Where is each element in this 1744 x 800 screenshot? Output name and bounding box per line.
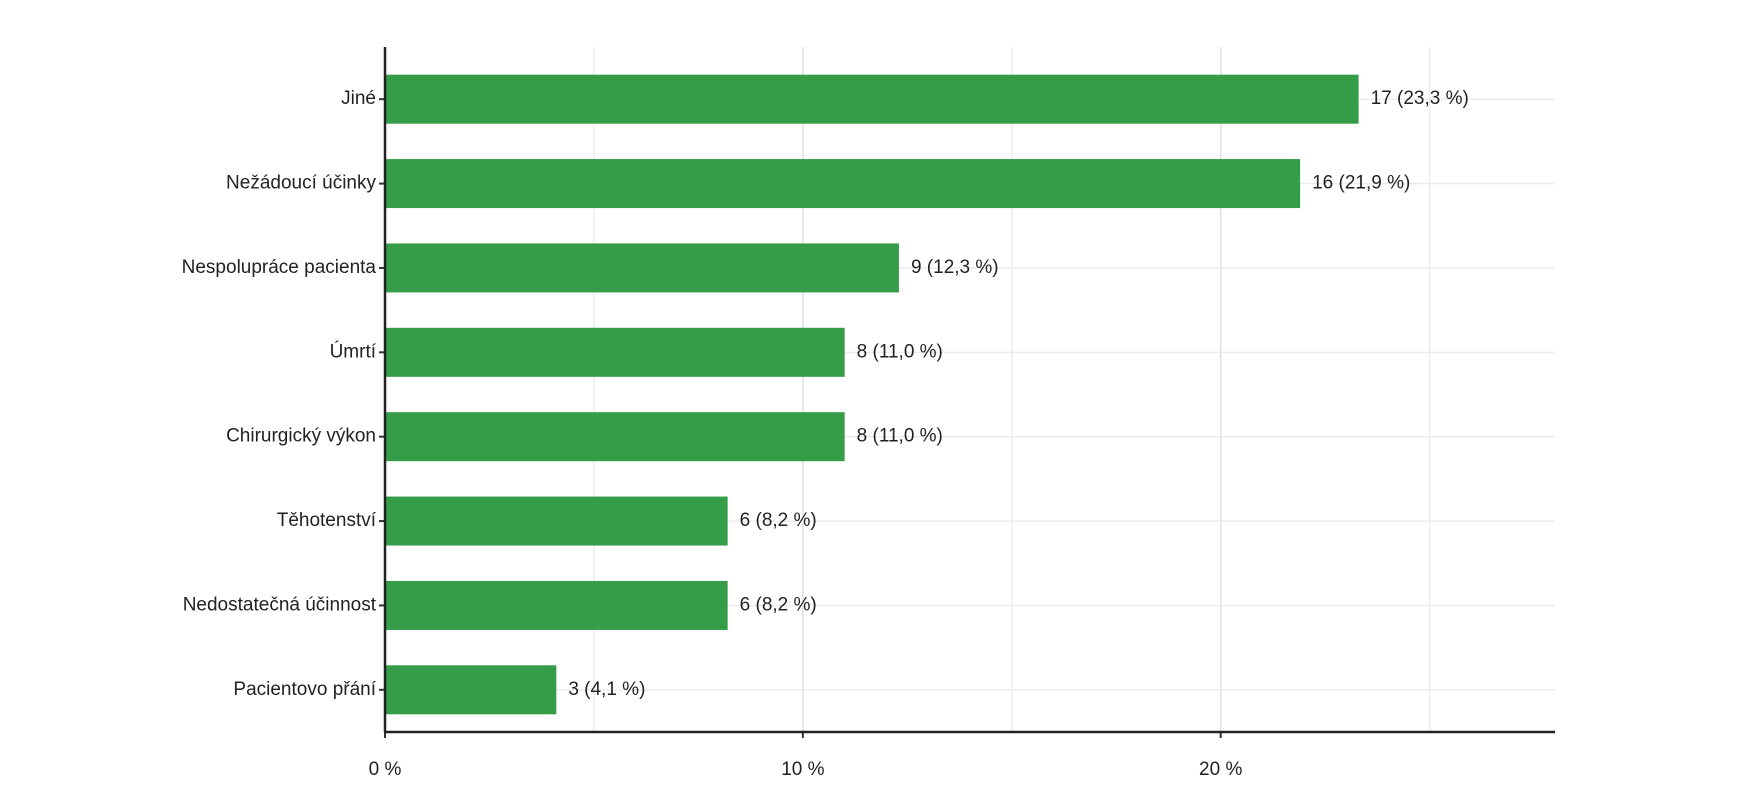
y-tick-label: Úmrtí: [330, 340, 377, 362]
value-label: 3 (4,1 %): [568, 679, 645, 700]
y-tick-label: Nedostatečná účinnost: [183, 594, 377, 615]
value-label: 8 (11,0 %): [857, 341, 943, 362]
value-label: 9 (12,3 %): [911, 257, 999, 278]
y-tick-label: Těhotenství: [277, 510, 377, 531]
bar: [385, 412, 845, 462]
bar: [385, 496, 728, 546]
value-label: 6 (8,2 %): [740, 594, 817, 615]
x-tick-label: 20 %: [1199, 759, 1242, 780]
value-label: 6 (8,2 %): [740, 510, 817, 531]
bar: [385, 74, 1359, 124]
value-label: 17 (23,3 %): [1371, 88, 1469, 109]
y-tick-label: Chirurgický výkon: [226, 426, 376, 447]
bar: [385, 243, 899, 293]
bar: [385, 327, 845, 377]
y-tick-label: Jiné: [341, 88, 376, 109]
y-tick-label: Pacientovo přání: [233, 679, 376, 700]
bar: [385, 159, 1301, 209]
y-tick-label: Nespolupráce pacienta: [182, 257, 377, 278]
x-tick-label: 0 %: [369, 759, 402, 780]
value-label: 8 (11,0 %): [857, 426, 943, 447]
x-tick-label: 10 %: [781, 759, 824, 780]
y-tick-label: Nežádoucí účinky: [226, 173, 376, 194]
bar: [385, 580, 728, 630]
value-label: 16 (21,9 %): [1312, 173, 1410, 194]
bar: [385, 665, 557, 715]
